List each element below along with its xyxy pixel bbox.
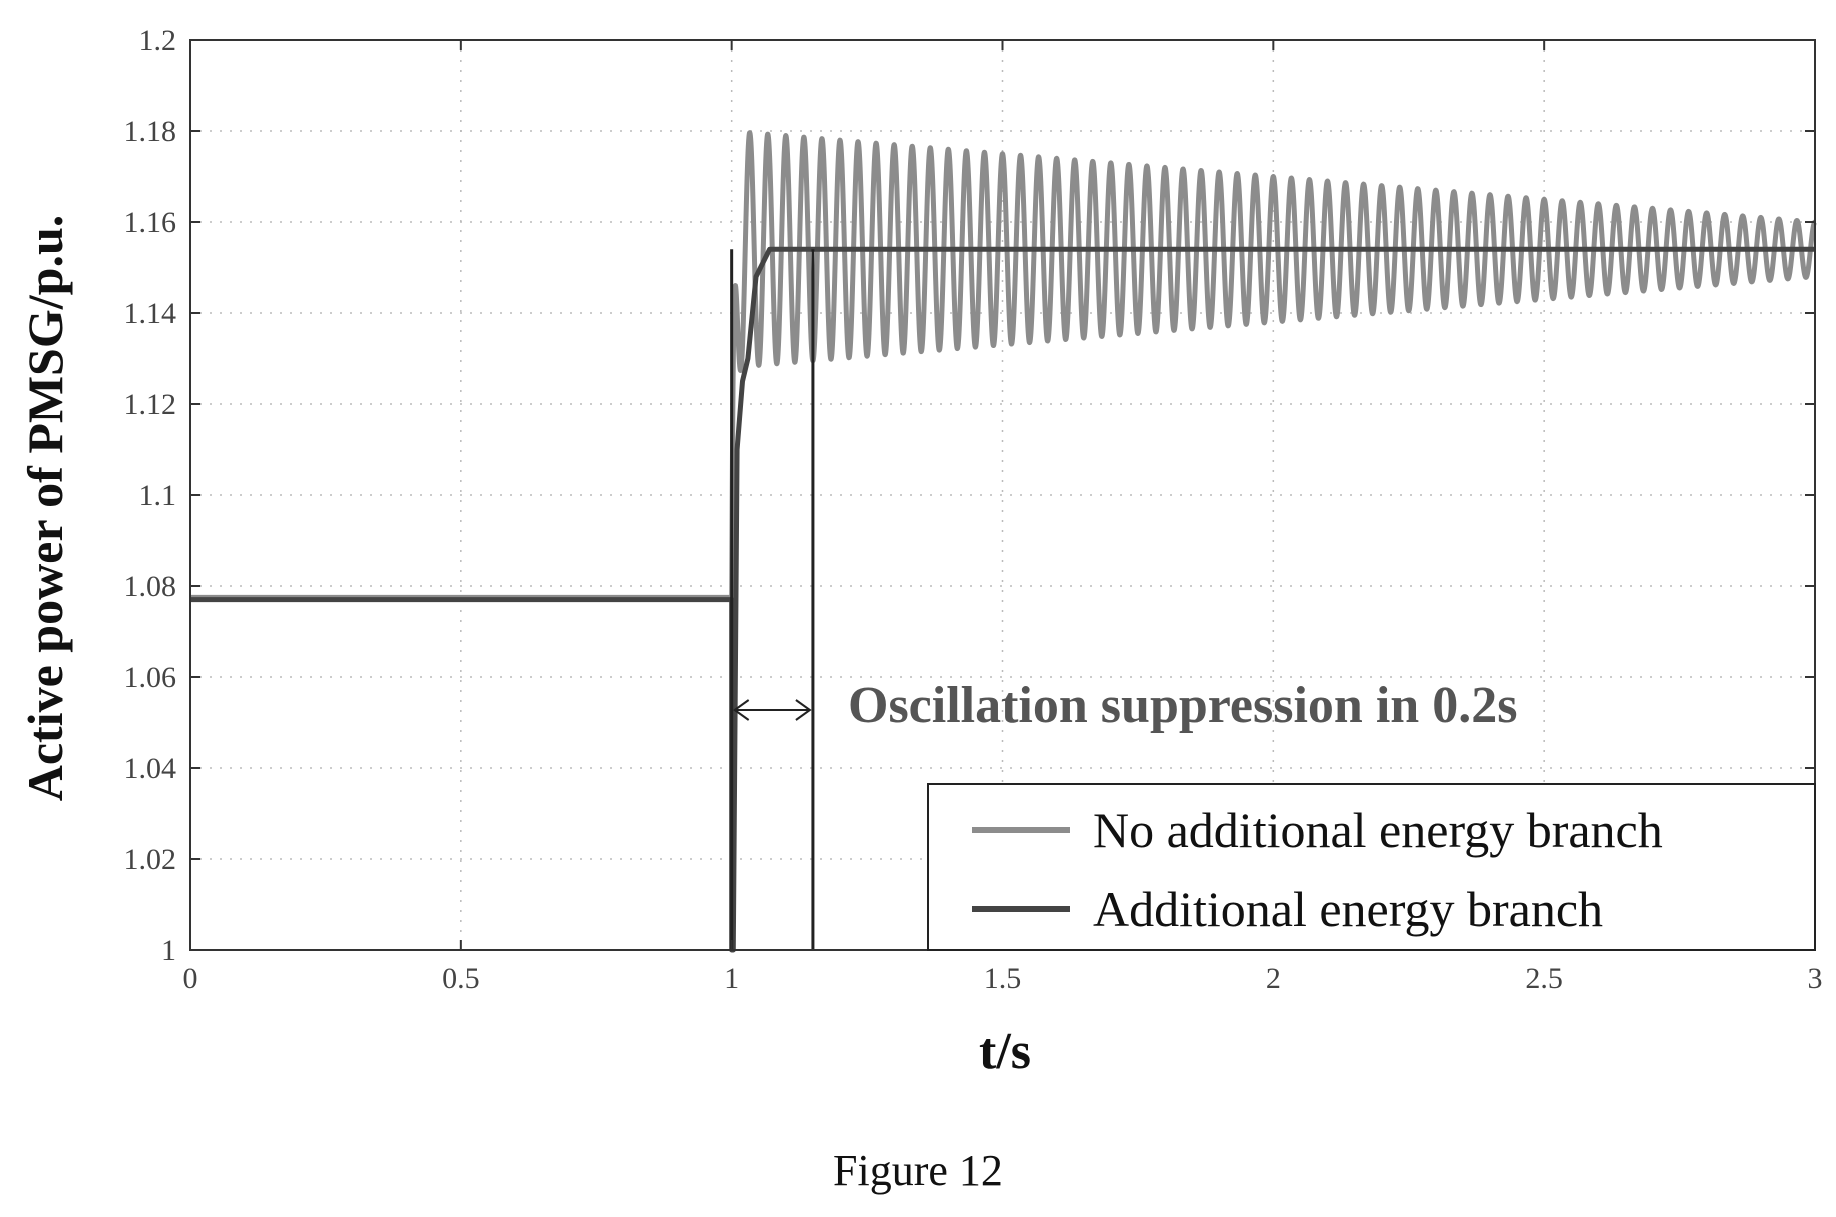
x-tick-label: 1.5: [984, 962, 1022, 995]
legend-box: [927, 783, 1816, 951]
x-tick-label: 2.5: [1525, 962, 1563, 995]
y-tick-label: 1.06: [124, 661, 177, 694]
figure-caption: Figure 12: [833, 1146, 1003, 1195]
x-axis-label: t/s: [979, 1023, 1031, 1080]
y-tick-label: 1.08: [124, 570, 177, 603]
marker-lines: [730, 249, 815, 950]
legend-label-no-branch: No additional energy branch: [1093, 802, 1663, 858]
y-tick-label: 1.12: [124, 388, 177, 421]
y-tick-label: 1.14: [124, 297, 177, 330]
x-tick-label: 3: [1808, 962, 1823, 995]
legend-label-with-branch: Additional energy branch: [1093, 881, 1603, 937]
annotation-arrowhead-left: [732, 699, 750, 721]
y-tick-labels: 1 1.02 1.04 1.06 1.08 1.1 1.12 1.14 1.16 1.18 1.2: [124, 24, 177, 967]
annotation: Oscillation suppression in 0.2s: [732, 677, 1517, 734]
y-tick-label: 1.2: [139, 24, 177, 57]
x-tick-label: 2: [1266, 962, 1281, 995]
x-tick-label: 0.5: [442, 962, 480, 995]
y-tick-label: 1.16: [124, 206, 177, 239]
annotation-arrowhead-right: [795, 699, 812, 721]
legend: No additional energy branch Additional e…: [927, 783, 1816, 951]
annotation-text: Oscillation suppression in 0.2s: [848, 677, 1517, 734]
x-tick-labels: 0 0.5 1 1.5 2 2.5 3: [183, 962, 1823, 995]
x-tick-label: 1: [724, 962, 739, 995]
y-axis-label: Active power of PMSG/p.u.: [17, 215, 73, 802]
y-tick-label: 1: [161, 934, 176, 967]
x-tick-label: 0: [183, 962, 198, 995]
y-tick-label: 1.1: [139, 479, 177, 512]
y-tick-label: 1.04: [124, 752, 177, 785]
y-tick-label: 1.02: [124, 843, 177, 876]
series-no-additional-energy-branch: [190, 130, 1818, 600]
y-tick-label: 1.18: [124, 115, 177, 148]
